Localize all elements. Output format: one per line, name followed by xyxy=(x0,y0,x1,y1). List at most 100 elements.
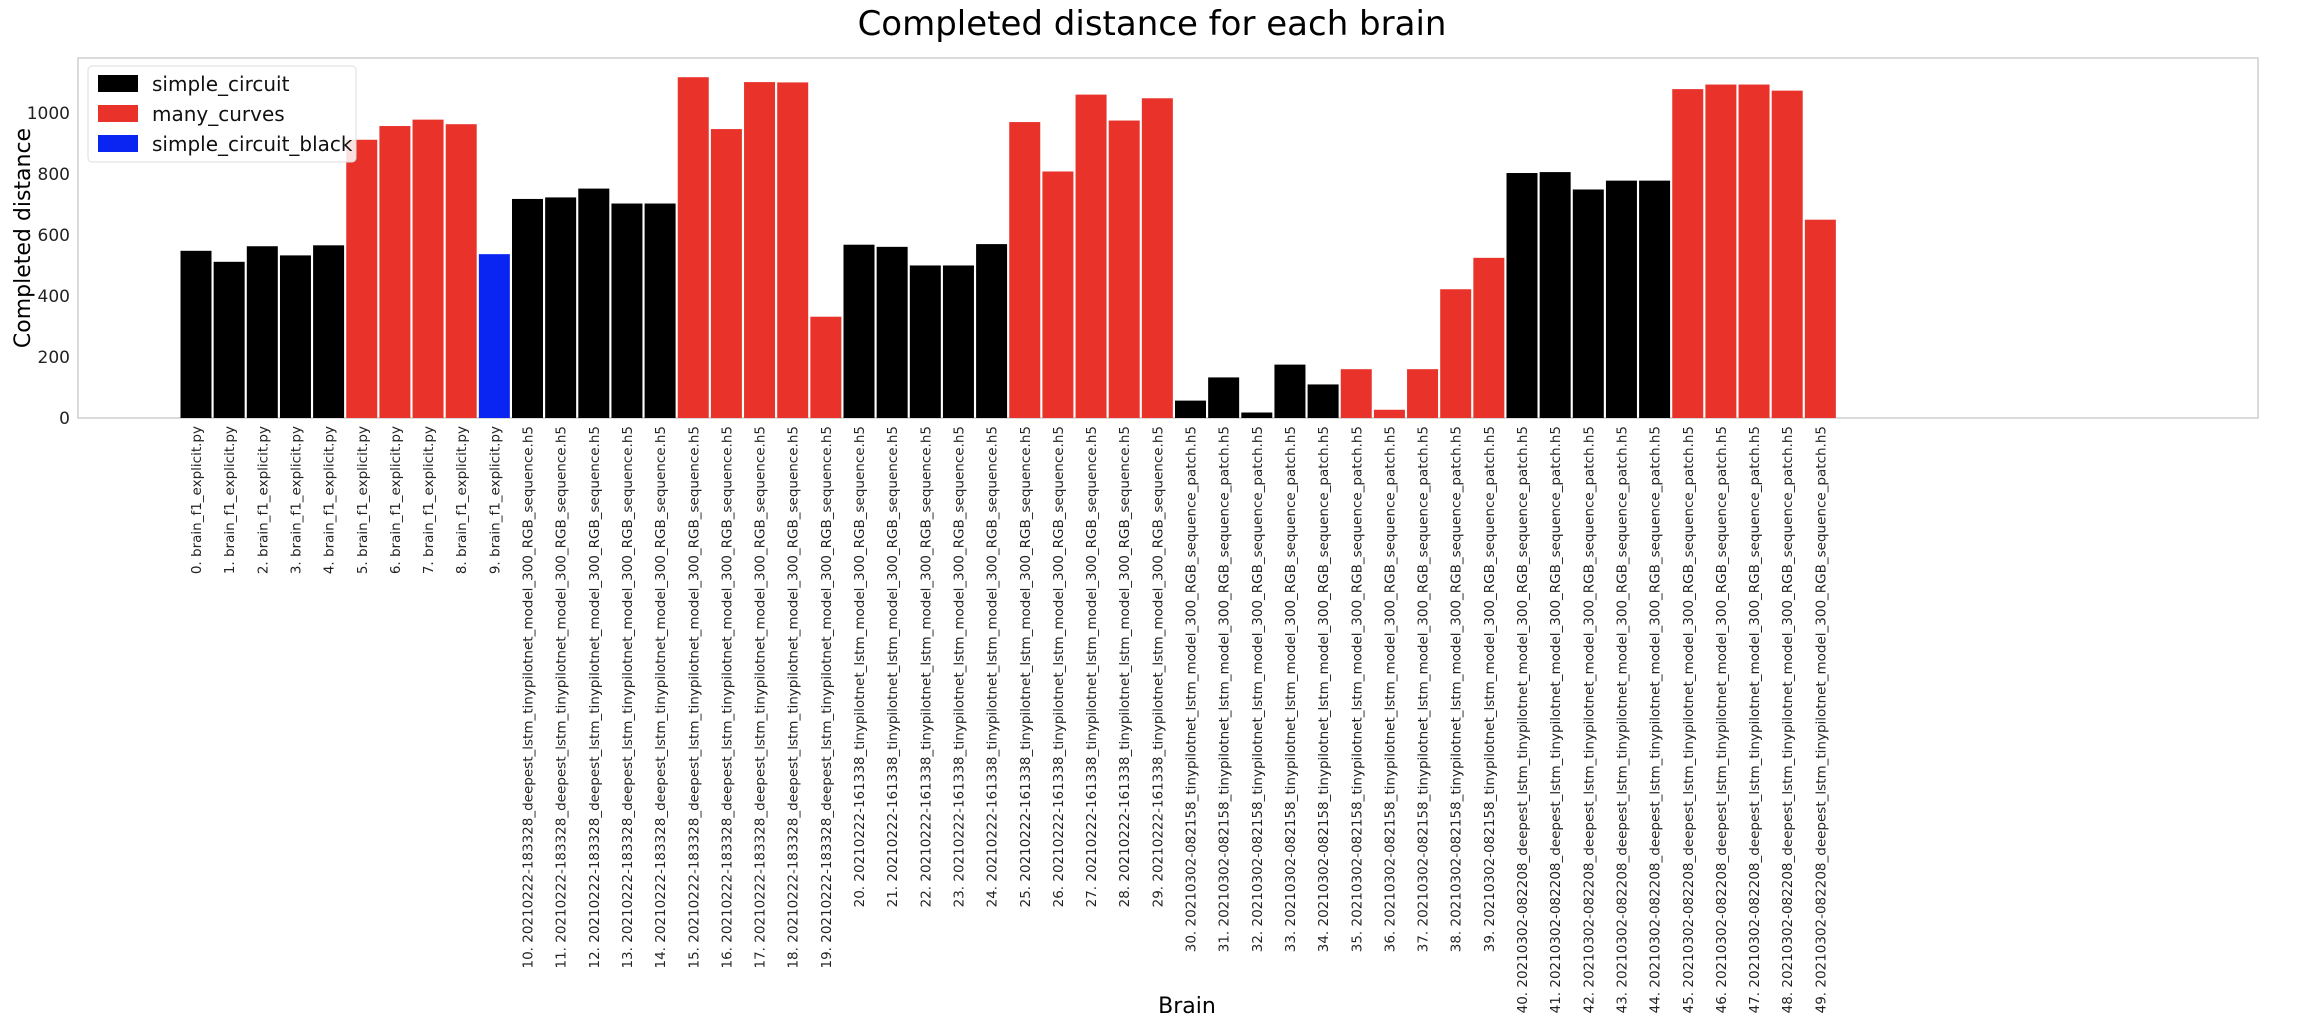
x-tick-label-28: 28. 20210222-161338_tinypilotnet_lstm_mo… xyxy=(1117,426,1133,907)
bar-7 xyxy=(412,119,444,418)
x-tick-label-49: 49. 20210302-082208_deepest_lstm_tinypil… xyxy=(1813,426,1829,1013)
x-tick-label-37: 37. 20210302-082158_tinypilotnet_lstm_mo… xyxy=(1416,426,1432,952)
bar-2 xyxy=(246,246,278,418)
x-tick-label-7: 7. brain_f1_explicit.py xyxy=(421,426,437,574)
x-tick-label-18: 18. 20210222-183328_deepest_lstm_tinypil… xyxy=(786,426,802,969)
x-tick-label-38: 38. 20210302-082158_tinypilotnet_lstm_mo… xyxy=(1449,426,1465,952)
bar-13 xyxy=(611,203,643,418)
x-tick-label-20: 20. 20210222-161338_tinypilotnet_lstm_mo… xyxy=(852,426,868,907)
y-tick-label-1: 200 xyxy=(38,348,70,368)
legend-swatch-many_curves xyxy=(98,105,138,122)
bar-39 xyxy=(1473,257,1505,418)
bar-42 xyxy=(1572,189,1604,418)
x-tick-label-8: 8. brain_f1_explicit.py xyxy=(454,426,470,574)
bar-16 xyxy=(710,129,742,418)
x-tick-label-14: 14. 20210222-183328_deepest_lstm_tinypil… xyxy=(653,426,669,969)
x-axis-label: Brain xyxy=(1158,994,1216,1019)
x-tick-label-43: 43. 20210302-082208_deepest_lstm_tinypil… xyxy=(1614,426,1630,1013)
x-tick-label-46: 46. 20210302-082208_deepest_lstm_tinypil… xyxy=(1714,426,1730,1013)
x-tick-label-12: 12. 20210222-183328_deepest_lstm_tinypil… xyxy=(587,426,603,969)
legend-label-many_curves: many_curves xyxy=(152,102,285,126)
y-axis-label: Completed distance xyxy=(11,128,36,348)
x-tick-label-39: 39. 20210302-082158_tinypilotnet_lstm_mo… xyxy=(1482,426,1498,952)
bar-33 xyxy=(1274,364,1306,418)
y-tick-label-3: 600 xyxy=(38,226,70,246)
bar-3 xyxy=(279,255,311,418)
y-tick-label-2: 400 xyxy=(38,287,70,307)
bar-10 xyxy=(512,198,543,418)
y-ticks-group: 0 200 400 600 800 1000 xyxy=(27,104,70,429)
bar-17 xyxy=(744,82,776,418)
bar-46 xyxy=(1705,84,1737,418)
bar-36 xyxy=(1373,409,1405,418)
bar-12 xyxy=(578,188,610,418)
bar-47 xyxy=(1738,84,1770,418)
bar-22 xyxy=(909,265,941,418)
x-tick-label-0: 0. brain_f1_explicit.py xyxy=(189,426,205,574)
y-tick-label-0: 0 xyxy=(59,409,70,429)
x-tick-label-29: 29. 20210222-161338_tinypilotnet_lstm_mo… xyxy=(1150,426,1166,907)
bar-31 xyxy=(1208,377,1240,418)
x-tick-label-3: 3. brain_f1_explicit.py xyxy=(288,426,304,574)
bar-45 xyxy=(1672,89,1704,419)
x-tick-label-45: 45. 20210302-082208_deepest_lstm_tinypil… xyxy=(1681,426,1697,1013)
x-tick-label-27: 27. 20210222-161338_tinypilotnet_lstm_mo… xyxy=(1084,426,1100,907)
x-tick-label-25: 25. 20210222-161338_tinypilotnet_lstm_mo… xyxy=(1018,426,1034,907)
legend-box xyxy=(87,65,357,163)
x-tick-label-40: 40. 20210302-082208_deepest_lstm_tinypil… xyxy=(1515,426,1531,1013)
bar-8 xyxy=(445,124,477,418)
bar-38 xyxy=(1440,289,1472,418)
bar-23 xyxy=(942,265,974,418)
x-tick-label-24: 24. 20210222-161338_tinypilotnet_lstm_mo… xyxy=(985,426,1001,907)
bar-20 xyxy=(843,244,875,418)
x-tick-label-11: 11. 20210222-183328_deepest_lstm_tinypil… xyxy=(554,426,570,969)
x-tick-label-44: 44. 20210302-082208_deepest_lstm_tinypil… xyxy=(1648,426,1664,1013)
bar-35 xyxy=(1340,369,1372,418)
x-tick-label-41: 41. 20210302-082208_deepest_lstm_tinypil… xyxy=(1548,426,1564,1013)
legend-label-simple_circuit_black: simple_circuit_black xyxy=(152,132,353,156)
bar-49 xyxy=(1804,219,1836,418)
bar-1 xyxy=(213,261,245,418)
bar-43 xyxy=(1605,180,1637,418)
x-tick-label-17: 17. 20210222-183328_deepest_lstm_tinypil… xyxy=(753,426,769,969)
x-tick-label-42: 42. 20210302-082208_deepest_lstm_tinypil… xyxy=(1581,426,1597,1013)
bar-9 xyxy=(478,254,510,418)
bar-15 xyxy=(677,77,709,418)
bar-29 xyxy=(1141,98,1173,419)
x-tick-label-31: 31. 20210302-082158_tinypilotnet_lstm_mo… xyxy=(1217,426,1233,952)
bar-5 xyxy=(346,139,378,418)
x-tick-label-26: 26. 20210222-161338_tinypilotnet_lstm_mo… xyxy=(1051,426,1067,907)
x-tick-label-21: 21. 20210222-161338_tinypilotnet_lstm_mo… xyxy=(885,426,901,907)
bar-37 xyxy=(1407,369,1439,418)
x-tick-label-48: 48. 20210302-082208_deepest_lstm_tinypil… xyxy=(1780,426,1796,1013)
x-tick-label-19: 19. 20210222-183328_deepest_lstm_tinypil… xyxy=(819,426,835,969)
bar-14 xyxy=(644,203,676,418)
bar-25 xyxy=(1009,122,1041,418)
x-tick-label-1: 1. brain_f1_explicit.py xyxy=(222,426,238,574)
x-tick-label-35: 35. 20210302-082158_tinypilotnet_lstm_mo… xyxy=(1349,426,1365,952)
bar-27 xyxy=(1075,94,1107,419)
x-tick-label-6: 6. brain_f1_explicit.py xyxy=(388,426,404,574)
bar-0 xyxy=(180,250,212,418)
bar-40 xyxy=(1506,173,1538,418)
bar-34 xyxy=(1307,384,1339,418)
x-tick-label-47: 47. 20210302-082208_deepest_lstm_tinypil… xyxy=(1747,426,1763,1013)
bar-41 xyxy=(1539,172,1571,418)
bars-group xyxy=(180,77,1836,419)
bar-6 xyxy=(379,126,411,418)
bar-24 xyxy=(976,244,1008,418)
x-tick-label-10: 10. 20210222-183328_deepest_lstm_tinypil… xyxy=(521,426,537,969)
x-tick-label-5: 5. brain_f1_explicit.py xyxy=(355,426,371,574)
x-tick-label-16: 16. 20210222-183328_deepest_lstm_tinypil… xyxy=(719,426,735,969)
legend-label-simple_circuit: simple_circuit xyxy=(152,72,290,96)
bar-4 xyxy=(313,245,345,418)
x-tick-label-36: 36. 20210302-082158_tinypilotnet_lstm_mo… xyxy=(1382,426,1398,952)
bar-26 xyxy=(1042,171,1074,418)
x-tick-label-33: 33. 20210302-082158_tinypilotnet_lstm_mo… xyxy=(1283,426,1299,952)
bar-18 xyxy=(777,82,809,418)
y-tick-label-4: 800 xyxy=(38,165,70,185)
x-tick-label-2: 2. brain_f1_explicit.py xyxy=(255,426,271,574)
y-tick-label-5: 1000 xyxy=(27,104,70,124)
